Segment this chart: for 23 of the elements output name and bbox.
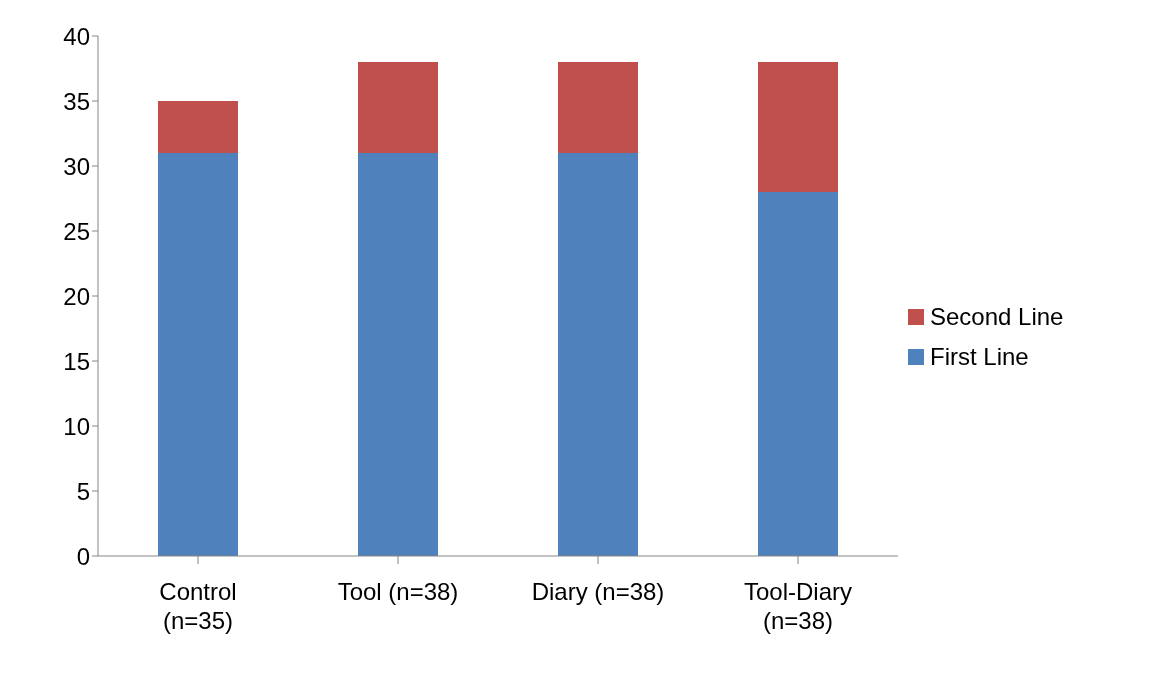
y-tick-label: 40: [63, 22, 90, 50]
legend-label: First Line: [930, 343, 1029, 371]
y-tick-label: 10: [63, 412, 90, 440]
x-tick-label: Control (n=35): [159, 578, 237, 634]
bar: [558, 62, 638, 153]
y-tick-label: 30: [63, 152, 90, 180]
bar: [158, 153, 238, 556]
x-tick-label: Diary (n=38): [531, 578, 665, 605]
y-tick-label: 5: [76, 477, 90, 505]
y-tick-label: 0: [76, 542, 90, 570]
bar: [758, 62, 838, 192]
x-tick-label: Tool (n=38): [337, 578, 459, 605]
x-tick-label: Tool-Diary (n=38): [743, 578, 853, 634]
y-tick-label: 25: [63, 217, 90, 245]
y-tick-label: 15: [63, 347, 90, 375]
bar: [158, 101, 238, 153]
bar: [758, 192, 838, 556]
legend-label: Second Line: [930, 303, 1064, 331]
bar: [358, 153, 438, 556]
y-tick-label: 35: [63, 87, 90, 115]
y-tick-label: 20: [63, 282, 90, 310]
bar: [558, 153, 638, 556]
bar: [358, 62, 438, 153]
